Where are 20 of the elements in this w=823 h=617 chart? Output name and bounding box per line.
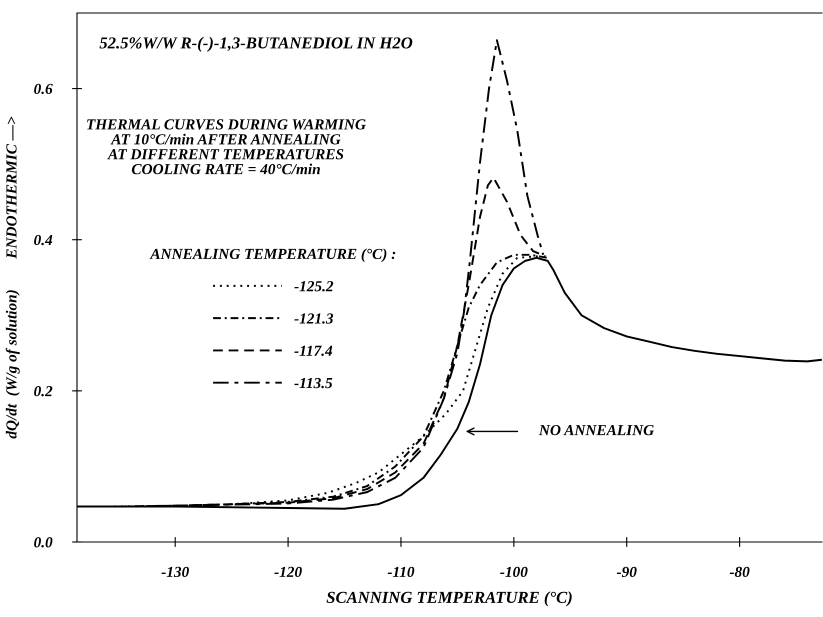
legend-title: ANNEALING TEMPERATURE (°C) : [150,248,396,262]
y-tick-label: 0.0 [34,537,52,548]
x-tick-label: -130 [162,566,189,578]
annotation: NO ANNEALING [538,424,654,436]
text: 52.5%W/W R-(-)-1,3-BUTANEDIOL IN H2O [100,36,412,52]
x-tick-label: -120 [274,566,302,578]
legend-label: -121.3 [294,313,334,324]
x-tick-label: -80 [730,566,750,578]
y-tick-label: 0.4 [34,234,52,246]
y-tick-label: 0.6 [34,84,53,94]
x-tick-label: -100 [500,566,528,578]
legend-label: -113.5 [294,378,332,388]
y-axis-title: dQ/dt (W/g of solution) ENDOTHERMIC —> [6,116,20,439]
x-tick-label: -110 [388,566,414,578]
y-tick-label: 0.2 [34,386,52,396]
x-tick-label: -90 [616,566,637,578]
x-axis-title: SCANNING TEMPERATURE (°C) [326,591,572,606]
legend-label: -125.2 [294,281,334,292]
legend-label: -117.4 [294,346,332,356]
text: THERMAL CURVES DURING WARMING AT 10°C/min AFTER ANNEALING AT DIFFERENT TEMPERATURES COOLING RATE = 40°C/min [87,119,366,174]
